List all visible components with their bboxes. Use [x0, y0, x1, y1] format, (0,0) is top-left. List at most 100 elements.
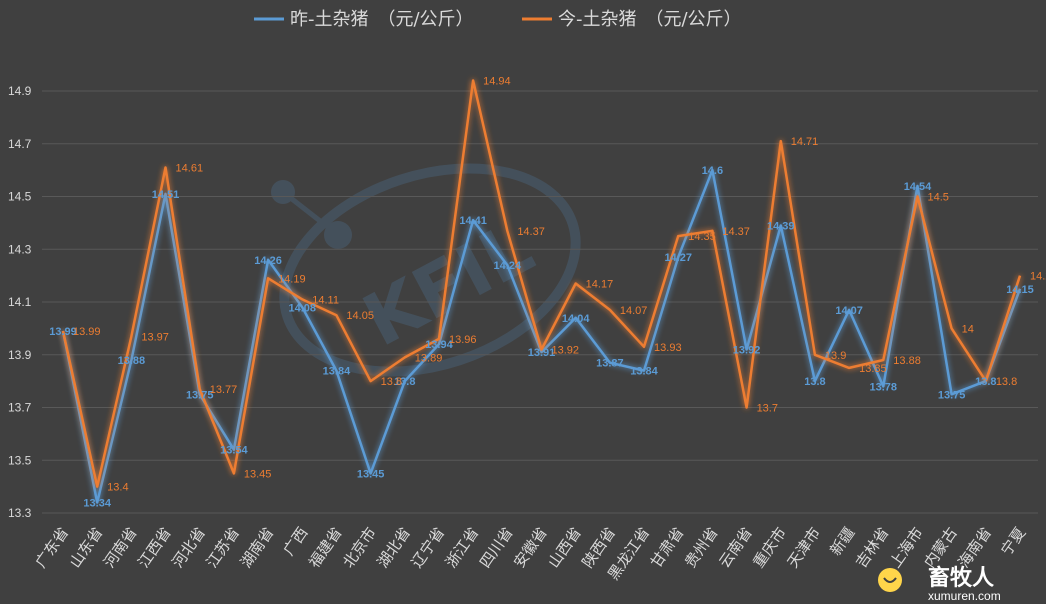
data-label-yesterday: 13.92 [733, 344, 761, 356]
x-tick-label: 云南省 [715, 524, 756, 571]
data-label-today: 14.61 [176, 162, 204, 174]
data-label-today: 14.2 [1030, 271, 1046, 283]
x-tick-label: 宁夏 [997, 524, 1029, 559]
x-tick-label: 浙江省 [442, 524, 483, 571]
x-tick-label: 湖南省 [237, 524, 278, 571]
data-label-yesterday: 13.75 [186, 389, 214, 401]
data-label-yesterday: 13.8 [975, 376, 996, 388]
data-label-yesterday: 13.99 [49, 326, 77, 338]
data-label-yesterday: 14.15 [1006, 284, 1034, 296]
x-tick-label: 新疆 [826, 524, 858, 559]
data-label-today: 13.85 [859, 363, 887, 375]
x-tick-label: 四川省 [476, 524, 517, 571]
data-label-yesterday: 14.54 [904, 181, 932, 193]
data-label-yesterday: 14.07 [835, 305, 863, 317]
data-label-yesterday: 13.84 [323, 366, 351, 378]
data-label-today: 13.9 [825, 350, 846, 362]
data-label-today: 14.17 [586, 279, 614, 291]
data-label-today: 13.45 [244, 468, 272, 480]
brand-watermark: 畜牧人 xumuren.com [878, 565, 1001, 603]
x-tick-label: 天津市 [784, 524, 825, 571]
x-tick-label: 江苏省 [203, 524, 244, 571]
x-tick-label: 山东省 [66, 524, 107, 571]
data-label-yesterday: 14.24 [494, 260, 522, 272]
brand-url: xumuren.com [928, 589, 1001, 603]
data-label-yesterday: 13.87 [596, 358, 624, 370]
data-label-today: 14.05 [346, 310, 374, 322]
data-label-today: 13.93 [654, 342, 682, 354]
data-label-today: 13.89 [415, 352, 443, 364]
y-tick-label: 13.9 [8, 348, 32, 362]
background-logo-watermark: KFIL [271, 163, 581, 377]
data-label-today: 13.88 [893, 355, 921, 367]
data-label-today: 13.8 [381, 376, 402, 388]
x-tick-label: 安徽省 [510, 524, 551, 571]
series-line-today [61, 79, 1022, 488]
data-label-yesterday: 13.54 [220, 445, 248, 457]
data-label-yesterday: 13.45 [357, 468, 385, 480]
x-tick-label: 河北省 [168, 524, 209, 571]
data-label-today: 14.11 [312, 294, 339, 306]
data-label-yesterday: 13.91 [528, 347, 556, 359]
data-label-yesterday: 13.88 [118, 355, 146, 367]
x-tick-label: 甘肃省 [647, 524, 688, 571]
data-label-yesterday: 14.27 [664, 252, 692, 264]
data-label-today: 13.8 [996, 376, 1017, 388]
series-lines [61, 79, 1022, 504]
data-label-today: 14.37 [722, 226, 750, 238]
x-tick-label: 湖北省 [373, 524, 414, 571]
x-tick-label: 江西省 [134, 524, 175, 571]
data-label-today: 13.7 [757, 403, 778, 415]
data-label-today: 13.97 [141, 331, 169, 343]
y-tick-label: 14.3 [8, 242, 32, 256]
data-label-today: 14 [962, 323, 974, 335]
data-label-yesterday: 14.41 [459, 215, 487, 227]
legend-label-today: 今-土杂猪 （元/公斤） [558, 9, 742, 30]
data-label-today: 13.96 [449, 334, 477, 346]
data-label-yesterday: 13.94 [425, 339, 453, 351]
data-label-yesterday: 13.75 [938, 389, 966, 401]
data-label-today: 14.19 [278, 273, 306, 285]
y-gridlines [42, 90, 1038, 514]
x-tick-label: 吉林省 [852, 524, 893, 571]
data-label-yesterday: 14.04 [562, 313, 590, 325]
data-label-yesterday: 13.8 [394, 376, 415, 388]
data-label-yesterday: 13.84 [630, 366, 658, 378]
legend: 昨-土杂猪 （元/公斤） 今-土杂猪 （元/公斤） [254, 9, 742, 30]
data-labels: 13.99 13.34 13.88 14.51 13.75 13.54 14.26 14.08… [49, 75, 1046, 509]
x-tick-label: 重庆市 [749, 524, 790, 571]
data-label-yesterday: 13.34 [83, 497, 111, 509]
y-tick-label: 13.7 [8, 401, 32, 415]
data-label-yesterday: 14.26 [254, 255, 282, 267]
y-tick-label: 14.1 [8, 295, 32, 309]
y-tick-label: 13.3 [8, 506, 32, 520]
brand-logo-icon [878, 568, 902, 592]
brand-name: 畜牧人 [928, 565, 994, 591]
x-tick-label: 贵州省 [681, 524, 722, 571]
y-tick-label: 14.9 [8, 84, 32, 98]
x-tick-label: 北京市 [339, 524, 380, 571]
x-tick-label: 河南省 [100, 524, 141, 571]
data-label-today: 14.37 [517, 226, 545, 238]
x-tick-label: 福建省 [305, 524, 346, 571]
y-tick-label: 14.5 [8, 190, 32, 204]
x-tick-label: 广东省 [32, 524, 73, 571]
data-label-today: 13.92 [552, 344, 580, 356]
data-label-yesterday: 13.8 [804, 376, 825, 388]
y-tick-label: 13.5 [8, 453, 32, 467]
y-axis-ticks: 13.3 13.5 13.7 13.9 14.1 14.3 14.5 14.7 14.9 [8, 84, 32, 520]
x-tick-label: 辽宁省 [408, 524, 449, 571]
data-label-today: 14.07 [620, 305, 648, 317]
data-label-today: 14.5 [927, 192, 948, 204]
x-tick-label: 内蒙古 [920, 524, 961, 571]
series-line-yesterday [61, 168, 1022, 504]
data-label-today: 14.94 [483, 75, 511, 87]
data-label-yesterday: 14.51 [152, 189, 180, 201]
data-label-yesterday: 14.39 [767, 221, 795, 233]
data-label-today: 13.4 [107, 482, 128, 494]
data-label-yesterday: 14.6 [702, 165, 723, 177]
data-label-today: 14.35 [688, 231, 716, 243]
x-tick-label: 海南省 [955, 524, 996, 571]
data-label-today: 14.71 [791, 136, 819, 148]
